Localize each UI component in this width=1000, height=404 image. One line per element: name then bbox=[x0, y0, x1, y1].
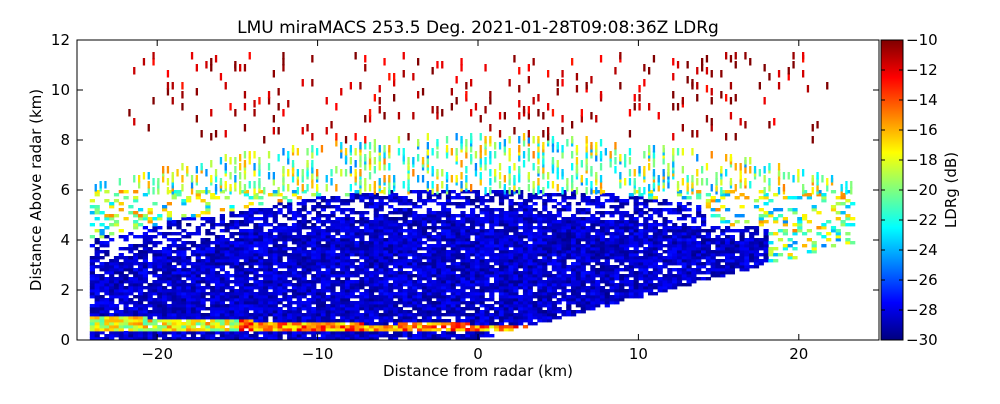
chart-title: LMU miraMACS 253.5 Deg. 2021-01-28T09:08… bbox=[237, 18, 719, 38]
y-tick-label: 6 bbox=[60, 181, 70, 199]
y-tick-label: 0 bbox=[60, 331, 70, 349]
y-tick-label: 8 bbox=[60, 131, 70, 149]
x-tick-label: −10 bbox=[302, 345, 334, 363]
colorbar-tick-label: −10 bbox=[906, 31, 938, 49]
colorbar-tick-label: −26 bbox=[906, 271, 938, 289]
colorbar-tick-label: −28 bbox=[906, 301, 938, 319]
colorbar-tick-label: −30 bbox=[906, 331, 938, 349]
colorbar-tick-label: −20 bbox=[906, 181, 938, 199]
y-tick-label: 12 bbox=[51, 31, 70, 49]
colorbar-label: LDRg (dB) bbox=[942, 152, 960, 228]
colorbar-tick-label: −24 bbox=[906, 241, 938, 259]
echo-field bbox=[90, 52, 856, 340]
y-tick-label: 2 bbox=[60, 281, 70, 299]
y-tick-label: 10 bbox=[51, 81, 70, 99]
colorbar-tick-label: −14 bbox=[906, 91, 938, 109]
y-tick-label: 4 bbox=[60, 231, 70, 249]
plot-area bbox=[90, 52, 856, 340]
colorbar-tick-label: −18 bbox=[906, 151, 938, 169]
x-axis-label: Distance from radar (km) bbox=[383, 362, 573, 380]
x-tick-label: 0 bbox=[473, 345, 483, 363]
x-tick-label: 20 bbox=[789, 345, 808, 363]
colorbar-tick-label: −16 bbox=[906, 121, 938, 139]
colorbar-tick-label: −12 bbox=[906, 61, 938, 79]
x-tick-label: −20 bbox=[141, 345, 173, 363]
colorbar-tick-label: −22 bbox=[906, 211, 938, 229]
y-axis-label: Distance Above radar (km) bbox=[27, 89, 45, 291]
x-tick-label: 10 bbox=[629, 345, 648, 363]
